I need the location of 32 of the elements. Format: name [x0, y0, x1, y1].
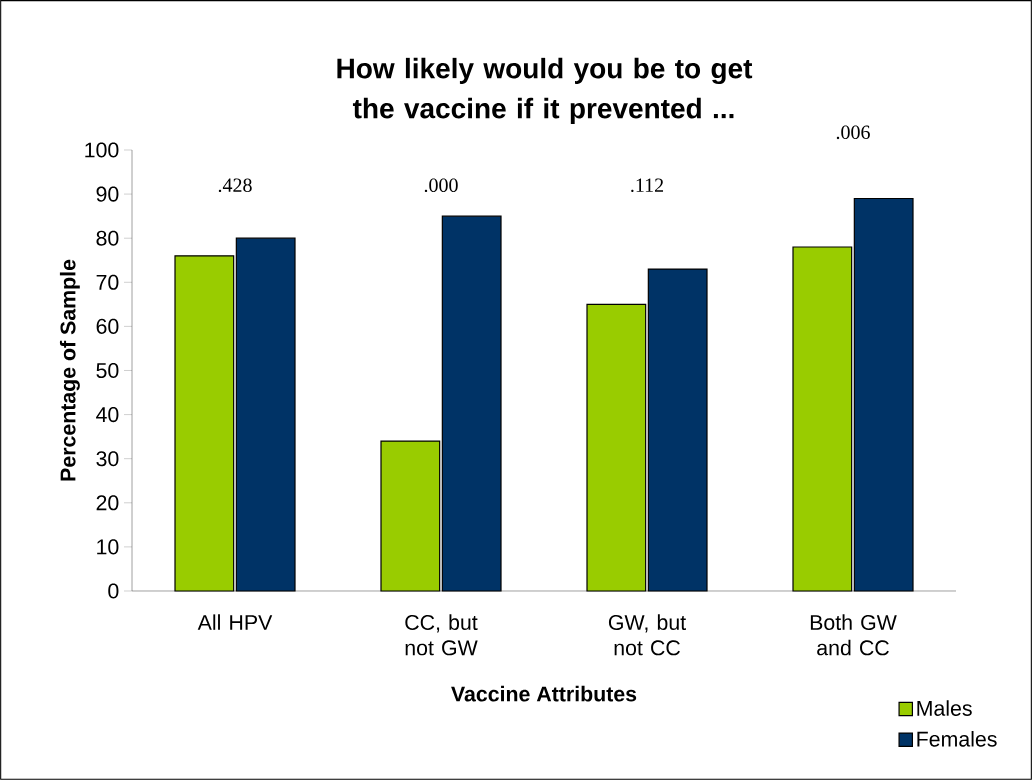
legend-label: Females	[917, 731, 997, 747]
y-tick-label: 50	[96, 362, 119, 379]
x-tick-label: Both GW and CC	[810, 614, 897, 656]
y-axis-title: Percentage of Sample	[59, 259, 80, 481]
text: .006	[836, 125, 870, 140]
y-tick-label: 10	[97, 539, 119, 555]
legend-label: Males	[917, 700, 972, 716]
y-tick-label: 70	[96, 274, 119, 290]
x-tick-label: GW, but not CC	[608, 614, 686, 656]
y-tick-label: 0	[108, 583, 119, 599]
y-tick-label: 30	[96, 451, 119, 467]
y-tick-label: 90	[96, 186, 119, 202]
y-tick-label: 60	[96, 318, 119, 334]
x-tick-label: All HPV	[197, 614, 273, 630]
annotation: .428	[218, 178, 252, 193]
y-tick-label: 80	[96, 230, 119, 246]
bar	[174, 255, 235, 592]
y-tick-label: 20	[96, 495, 119, 511]
bar	[441, 215, 502, 592]
bar	[235, 237, 296, 592]
x-axis-title: Vaccine Attributes	[451, 685, 637, 702]
x-tick-label: CC, but not GW	[405, 614, 478, 656]
bar	[380, 440, 441, 592]
bar	[792, 246, 853, 592]
annotation: .000	[424, 178, 458, 193]
bar	[586, 303, 647, 592]
y-tick-label: 40	[96, 407, 119, 423]
bar	[647, 268, 708, 592]
bar	[853, 197, 914, 592]
y-tick-label: 100	[85, 142, 119, 158]
chart-title: How likely would you be to get the vaccine if it prevented ...	[337, 57, 753, 124]
annotation: .112	[631, 178, 664, 193]
